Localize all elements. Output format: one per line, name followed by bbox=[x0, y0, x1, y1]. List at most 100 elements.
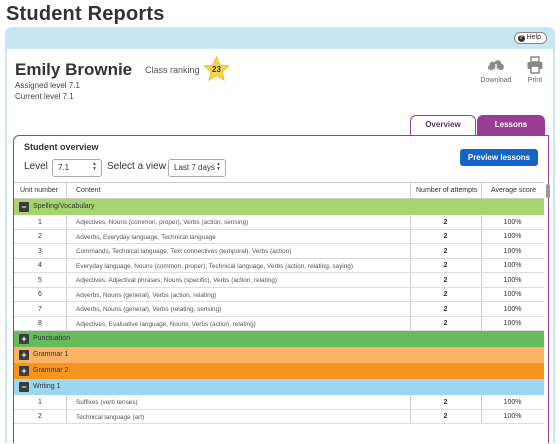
table-row: 2 Technical language (art) 2 100% bbox=[14, 409, 544, 424]
select-arrows-icon: ▲ ▼ bbox=[92, 161, 97, 172]
column-divider bbox=[481, 316, 482, 330]
table-row: 1 Adjectives, Nouns (common, proper), Ver… bbox=[14, 215, 544, 230]
table-scrollbar[interactable] bbox=[546, 182, 550, 444]
content-cell: Commands, Technical language, Text conne… bbox=[76, 248, 292, 255]
header-unit-number: Unit number bbox=[20, 187, 59, 194]
unit-number-cell: 8 bbox=[38, 320, 42, 327]
table-row: 2 Adverbs, Everyday language, Technical l… bbox=[14, 229, 544, 244]
group-header[interactable]: + Grammar 1 bbox=[14, 347, 544, 363]
collapse-icon[interactable]: − bbox=[19, 382, 29, 392]
view-label: Select a view bbox=[107, 161, 166, 172]
group-label: Writing 1 bbox=[33, 383, 61, 390]
group-header[interactable]: + Punctuation bbox=[14, 331, 544, 347]
attempts-cell: 2 bbox=[443, 291, 448, 298]
table-row: 3 Commands, Technical language, Text conn… bbox=[14, 244, 544, 259]
column-divider bbox=[481, 409, 482, 423]
table-row: 8 Adjectives, Evaluative language, Nouns,… bbox=[14, 316, 544, 331]
column-divider bbox=[481, 183, 482, 198]
column-divider bbox=[66, 395, 67, 409]
student-panel: Emily Brownie Assigned level 7.1 Current… bbox=[7, 49, 553, 443]
class-ranking-label: Class ranking bbox=[145, 65, 200, 75]
unit-number-cell: 7 bbox=[38, 305, 42, 313]
column-divider bbox=[66, 244, 67, 258]
table-row: 7 Adverbs, Nouns (general), Verbs (relati… bbox=[14, 302, 544, 317]
column-divider bbox=[66, 229, 67, 243]
content-cell: Adjectives, Adjectival phrases, Nouns (s… bbox=[76, 277, 278, 284]
column-divider bbox=[410, 215, 411, 229]
column-divider bbox=[410, 258, 411, 272]
level-select[interactable]: 7.1 ▲ ▼ bbox=[52, 159, 102, 177]
collapse-icon[interactable]: − bbox=[19, 202, 29, 212]
unit-number-cell: 6 bbox=[38, 291, 42, 298]
download-button[interactable]: Download bbox=[478, 56, 514, 84]
table-header: Unit number Content Number of attempts A… bbox=[14, 182, 544, 199]
average-score-cell: 100% bbox=[503, 398, 522, 406]
column-divider bbox=[481, 395, 482, 409]
expand-icon[interactable]: + bbox=[19, 350, 29, 360]
table-row: 6 Adverbs, Nouns (general), Verbs (action… bbox=[14, 287, 544, 302]
average-score-cell: 100% bbox=[503, 233, 522, 240]
content-cell: Adjectives, Evaluative language, Nouns, … bbox=[76, 320, 256, 328]
column-divider bbox=[66, 215, 67, 229]
group-label: Punctuation bbox=[33, 335, 70, 342]
report-container: ? Help Emily Brownie Assigned level 7.1 … bbox=[5, 27, 555, 443]
column-divider bbox=[66, 409, 67, 423]
attempts-cell: 2 bbox=[443, 320, 448, 327]
download-icon bbox=[487, 60, 504, 73]
column-divider bbox=[410, 229, 411, 243]
select-arrows-icon: ▲ ▼ bbox=[216, 161, 221, 172]
column-divider bbox=[66, 287, 67, 301]
column-divider bbox=[481, 215, 482, 229]
overview-title: Student overview bbox=[24, 142, 99, 152]
column-divider bbox=[66, 273, 67, 287]
attempts-cell: 2 bbox=[443, 413, 448, 420]
printer-icon bbox=[527, 56, 543, 74]
column-divider bbox=[410, 395, 411, 409]
view-select[interactable]: Last 7 days ▲ ▼ bbox=[168, 159, 226, 177]
overview-section: Student overview Level 7.1 ▲ ▼ Select a v… bbox=[13, 135, 550, 444]
download-label: Download bbox=[480, 77, 512, 84]
header-average-score: Average score bbox=[491, 187, 537, 194]
column-divider bbox=[66, 302, 67, 316]
group-header[interactable]: − Writing 1 bbox=[14, 379, 544, 395]
group-label: Spelling/Vocabulary bbox=[33, 203, 95, 210]
ranking-value: 23 bbox=[212, 65, 221, 74]
scroll-thumb[interactable] bbox=[546, 184, 550, 198]
column-divider bbox=[481, 302, 482, 316]
column-divider bbox=[410, 316, 411, 330]
average-score-cell: 100% bbox=[503, 247, 522, 255]
unit-number-cell: 4 bbox=[38, 262, 42, 269]
average-score-cell: 100% bbox=[503, 305, 522, 313]
attempts-cell: 2 bbox=[443, 276, 448, 284]
content-cell: Suffixes (verb tenses) bbox=[76, 399, 138, 406]
attempts-cell: 2 bbox=[443, 247, 448, 255]
group-header[interactable]: + Grammar 2 bbox=[14, 363, 544, 379]
help-label: Help bbox=[526, 34, 541, 41]
column-divider bbox=[410, 287, 411, 301]
print-button[interactable]: Print bbox=[517, 56, 553, 84]
star-icon bbox=[203, 55, 230, 82]
attempts-cell: 2 bbox=[443, 262, 448, 269]
tab-lessons-complete[interactable]: Lessons complete bbox=[477, 115, 545, 147]
attempts-cell: 2 bbox=[443, 233, 448, 240]
unit-number-cell: 5 bbox=[38, 276, 42, 284]
report-table: Unit number Content Number of attempts A… bbox=[14, 182, 544, 424]
column-divider bbox=[410, 244, 411, 258]
content-cell: Adverbs, Nouns (general), Verbs (relatin… bbox=[76, 306, 222, 313]
content-cell: Adjectives, Nouns (common, proper), Verb… bbox=[76, 219, 249, 226]
unit-number-cell: 2 bbox=[38, 413, 42, 420]
preview-lessons-button[interactable]: Preview lessons bbox=[460, 149, 538, 166]
average-score-cell: 100% bbox=[503, 218, 522, 226]
table-row: 4 Everyday language, Nouns (common, prope… bbox=[14, 258, 544, 273]
header-content: Content bbox=[76, 187, 101, 194]
expand-icon[interactable]: + bbox=[19, 366, 29, 376]
level-label: Level bbox=[24, 161, 48, 172]
expand-icon[interactable]: + bbox=[19, 334, 29, 344]
unit-number-cell: 1 bbox=[38, 218, 42, 226]
unit-number-cell: 2 bbox=[38, 233, 42, 240]
column-divider bbox=[410, 409, 411, 423]
tab-overview[interactable]: Overview bbox=[410, 115, 476, 135]
help-button[interactable]: ? Help bbox=[513, 32, 547, 44]
content-cell: Adverbs, Nouns (general), Verbs (action,… bbox=[76, 291, 217, 299]
group-header[interactable]: − Spelling/Vocabulary bbox=[14, 199, 544, 215]
